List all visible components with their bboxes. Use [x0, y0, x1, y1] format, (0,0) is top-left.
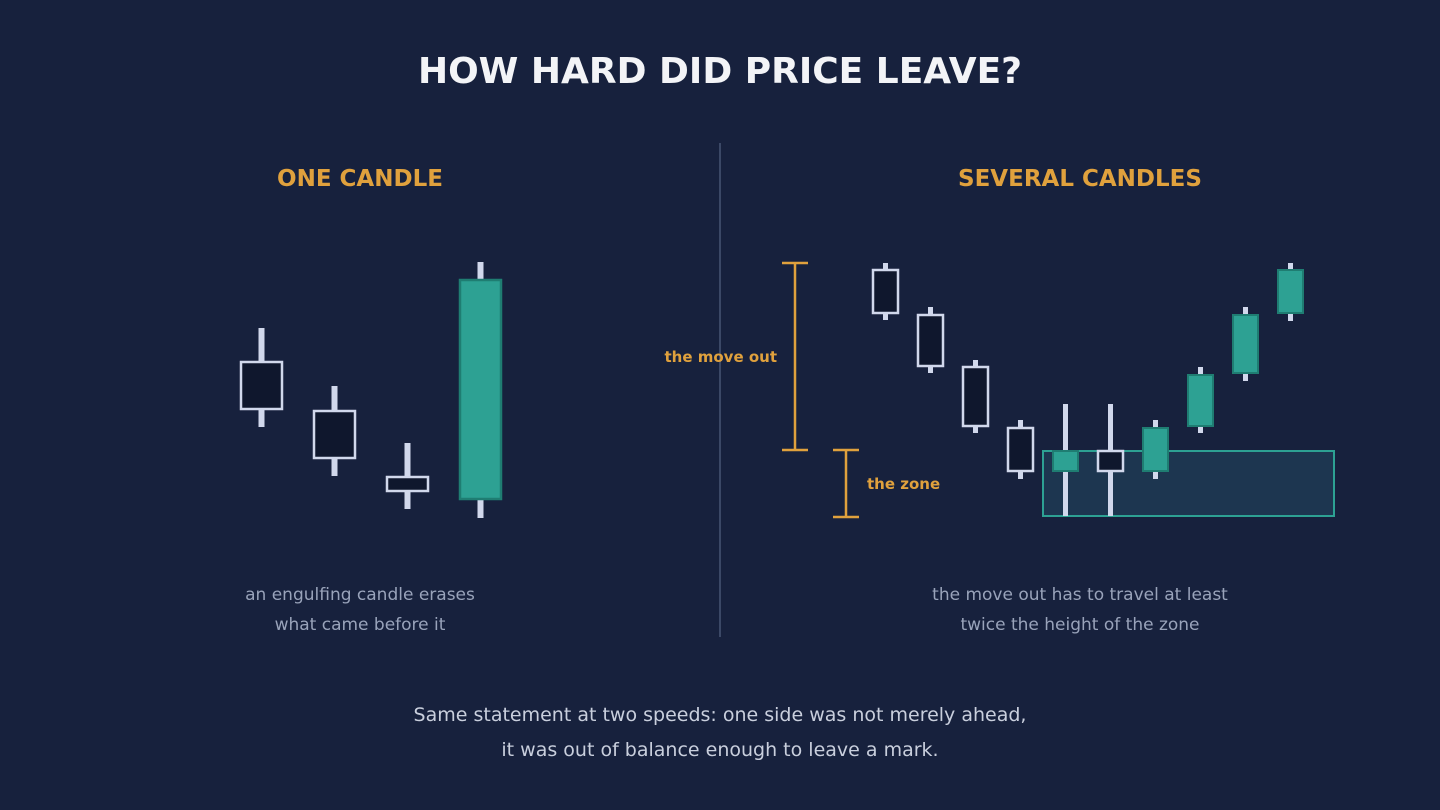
footer-line-1: Same statement at two speeds: one side w… — [414, 704, 1027, 726]
zone-label: the zone — [867, 475, 940, 493]
candle-body — [385, 475, 430, 493]
bearish-candle — [916, 307, 945, 373]
right-panel: SEVERAL CANDLES the move out the zone — [664, 166, 1335, 635]
candle-body — [239, 360, 284, 411]
candle-body — [1142, 427, 1169, 472]
bullish-candle — [1277, 263, 1304, 321]
move-out-bracket — [782, 261, 808, 452]
candle-body — [916, 313, 945, 368]
right-caption-line-1: the move out has to travel at least — [932, 585, 1228, 605]
footer-line-2: it was out of balance enough to leave a … — [501, 739, 938, 761]
move-out-label: the move out — [664, 348, 777, 366]
several-candles-diagram — [871, 263, 1304, 516]
candle-body — [1277, 269, 1304, 314]
candle-body — [1096, 449, 1125, 473]
base-bearish-candle — [1096, 404, 1125, 516]
bearish-candle — [239, 328, 284, 427]
bearish-candle — [312, 386, 357, 476]
left-panel: ONE CANDLE — [239, 166, 503, 635]
candle-body — [871, 268, 900, 315]
bearish-candle — [385, 443, 430, 509]
bullish-candle — [1142, 420, 1169, 479]
zone-bracket — [833, 448, 859, 519]
candle-body — [961, 365, 990, 428]
candle-body — [458, 278, 503, 501]
left-caption-line-1: an engulfing candle erases — [245, 585, 475, 605]
right-caption-line-2: twice the height of the zone — [960, 615, 1199, 635]
bullish-candle — [1187, 367, 1214, 433]
candle-body — [312, 409, 357, 460]
one-candle-diagram — [239, 262, 503, 518]
candle-body — [1006, 426, 1035, 473]
base-bullish-candle — [1052, 404, 1079, 516]
candle-body — [1232, 314, 1259, 374]
candle-body — [1052, 450, 1079, 472]
left-panel-heading: ONE CANDLE — [277, 166, 443, 192]
candle-body — [1187, 374, 1214, 427]
zone-box — [1042, 450, 1335, 517]
right-panel-heading: SEVERAL CANDLES — [958, 166, 1202, 192]
slide-title: HOW HARD DID PRICE LEAVE? — [418, 51, 1022, 92]
engulfing-bullish-candle — [458, 262, 503, 518]
bearish-candle — [1006, 420, 1035, 479]
bullish-candle — [1232, 307, 1259, 381]
left-caption-line-2: what came before it — [275, 615, 446, 635]
bearish-candle — [961, 360, 990, 433]
bearish-candle — [871, 263, 900, 320]
